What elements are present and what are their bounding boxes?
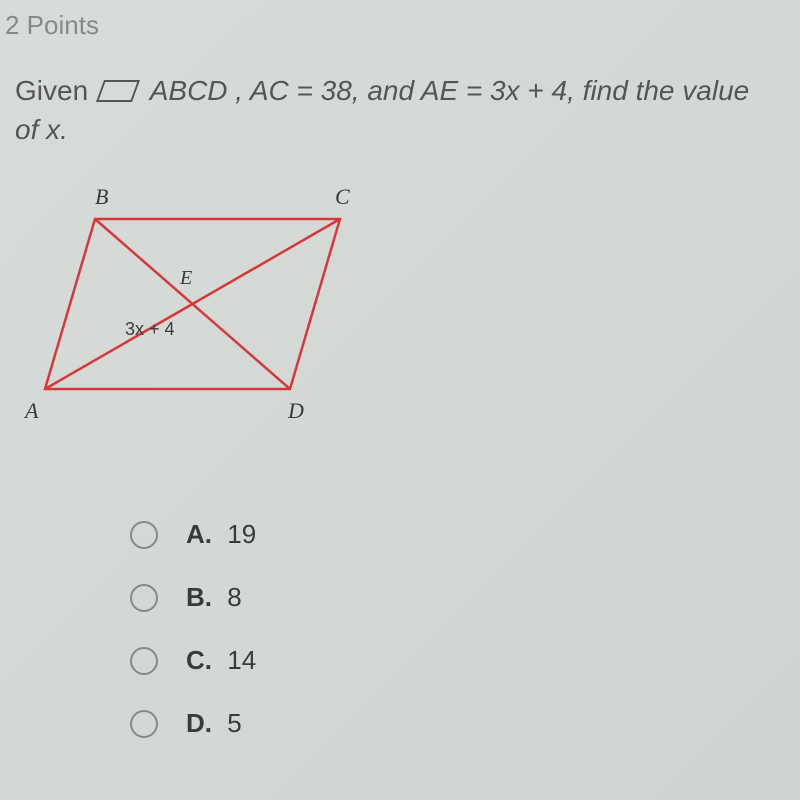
vertex-d-label: D bbox=[288, 398, 304, 424]
geometry-figure: B C A D E 3x + 4 bbox=[20, 189, 370, 419]
center-e-label: E bbox=[180, 267, 192, 290]
option-a[interactable]: A. 19 bbox=[130, 519, 800, 550]
parallelogram-icon bbox=[96, 80, 140, 102]
answer-options: A. 19 B. 8 C. 14 D. 5 bbox=[130, 519, 800, 739]
option-value: 5 bbox=[227, 708, 241, 738]
vertex-b-label: B bbox=[95, 184, 108, 210]
option-value: 19 bbox=[227, 519, 256, 549]
option-label: A. 19 bbox=[186, 519, 256, 550]
diagonal-bd bbox=[95, 219, 290, 389]
option-value: 14 bbox=[227, 645, 256, 675]
option-value: 8 bbox=[227, 582, 241, 612]
option-letter: B. bbox=[186, 582, 212, 612]
parallelogram-svg bbox=[20, 189, 370, 419]
question-text: Given ABCD , AC = 38, and AE = 3x + 4, f… bbox=[0, 41, 800, 179]
option-letter: C. bbox=[186, 645, 212, 675]
option-label: B. 8 bbox=[186, 582, 242, 613]
question-shape: ABCD bbox=[150, 75, 228, 106]
radio-icon bbox=[130, 521, 158, 549]
radio-icon bbox=[130, 647, 158, 675]
radio-icon bbox=[130, 710, 158, 738]
option-letter: D. bbox=[186, 708, 212, 738]
question-prefix: Given bbox=[15, 75, 96, 106]
vertex-c-label: C bbox=[335, 184, 350, 210]
option-d[interactable]: D. 5 bbox=[130, 708, 800, 739]
expression-label: 3x + 4 bbox=[125, 319, 175, 340]
vertex-a-label: A bbox=[25, 398, 38, 424]
option-label: C. 14 bbox=[186, 645, 256, 676]
points-header: 2 Points bbox=[5, 0, 800, 41]
option-b[interactable]: B. 8 bbox=[130, 582, 800, 613]
option-c[interactable]: C. 14 bbox=[130, 645, 800, 676]
option-label: D. 5 bbox=[186, 708, 242, 739]
radio-icon bbox=[130, 584, 158, 612]
option-letter: A. bbox=[186, 519, 212, 549]
